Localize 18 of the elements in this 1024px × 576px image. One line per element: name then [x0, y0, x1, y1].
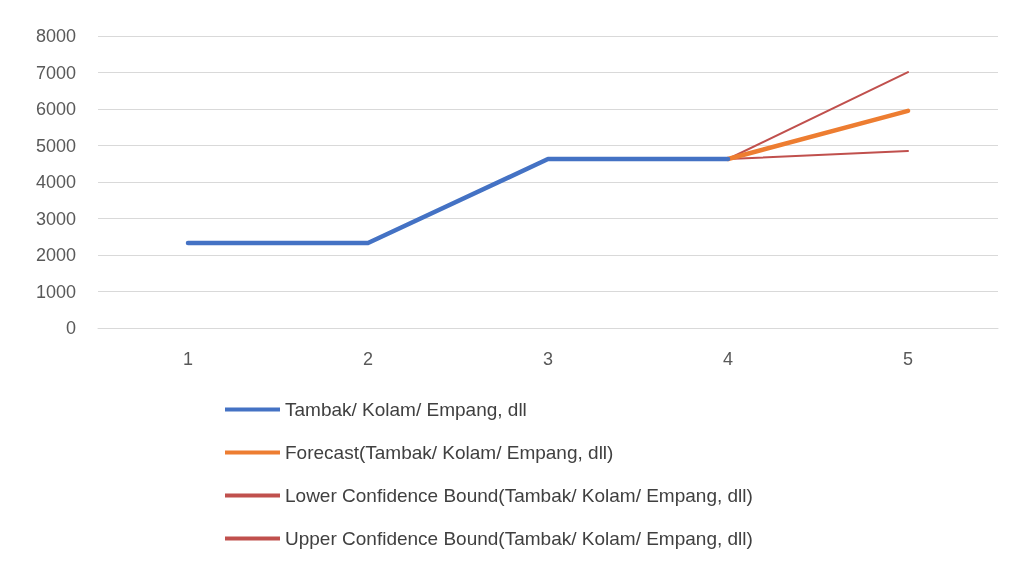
x-tick-label: 3 [542, 349, 554, 369]
y-tick-label: 4000 [35, 172, 76, 192]
x-tick-label: 2 [362, 349, 374, 369]
legend-label: Lower Confidence Bound(Tambak/ Kolam/ Empang, dll) [285, 485, 753, 506]
legend-label: Tambak/ Kolam/ Empang, dll [285, 399, 527, 420]
y-tick-label: 5000 [35, 135, 76, 156]
x-tick-label: 5 [902, 349, 914, 369]
y-tick-label: 6000 [35, 99, 76, 119]
y-tick-label: 0 [65, 318, 76, 338]
legend-label: Forecast(Tambak/ Kolam/ Empang, dll) [285, 442, 614, 463]
y-tick-label: 1000 [35, 281, 76, 302]
legend-label: Upper Confidence Bound(Tambak/ Kolam/ Empang, dll) [285, 528, 753, 549]
x-tick-label: 1 [182, 349, 194, 369]
x-tick-label: 4 [722, 349, 734, 369]
y-tick-label: 3000 [35, 208, 76, 229]
y-tick-label: 7000 [35, 62, 76, 83]
y-tick-label: 2000 [35, 245, 76, 265]
y-tick-label: 8000 [35, 26, 76, 46]
